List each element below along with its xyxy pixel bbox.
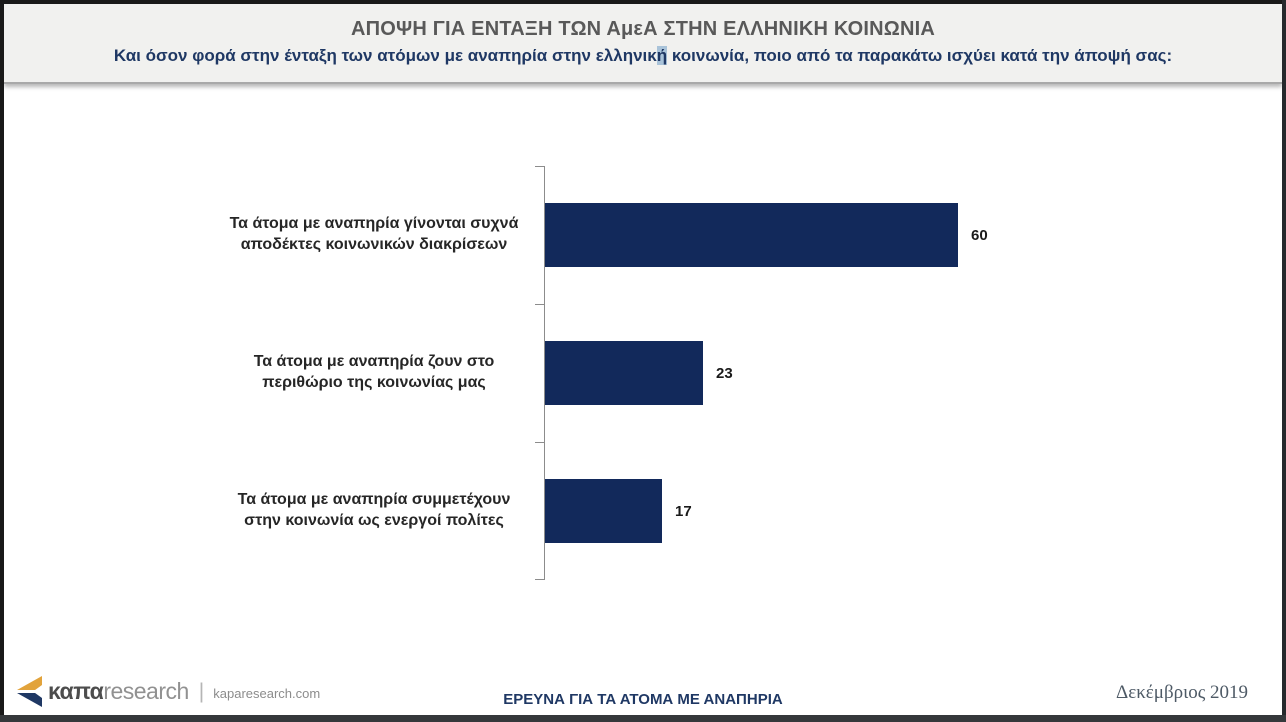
frame-top — [0, 0, 1286, 4]
axis-tick — [535, 304, 544, 305]
subtitle-text-selection: ή — [656, 46, 668, 65]
bar-chart: Τα άτομα με αναπηρία γίνονται συχνά αποδ… — [230, 166, 1184, 580]
category-axis-line — [544, 166, 545, 580]
bar-value-label: 17 — [675, 502, 692, 520]
category-label: Τα άτομα με αναπηρία γίνονται συχνά αποδ… — [229, 215, 519, 253]
footer-date: Δεκέμβριος 2019 — [1116, 682, 1248, 703]
category-label: Τα άτομα με αναπηρία ζουν στο περιθώριο … — [253, 353, 495, 391]
bar — [545, 203, 958, 267]
logo-text-kapa: καπα — [48, 678, 104, 704]
bar-row: Τα άτομα με αναπηρία συμμετέχουν στην κο… — [238, 442, 1184, 580]
axis-tick — [535, 579, 544, 580]
frame-bottom — [0, 715, 1286, 722]
bar-row: Τα άτομα με αναπηρία γίνονται συχνά αποδ… — [230, 166, 1184, 304]
frame-left — [0, 0, 4, 722]
logo-separator: | — [198, 679, 205, 703]
bar — [545, 341, 703, 405]
header: ΑΠΟΨΗ ΓΙΑ ΕΝΤΑΞΗ ΤΩΝ ΑμεΑ ΣΤΗΝ ΕΛΛΗΝΙΚΗ … — [4, 4, 1282, 84]
footer-survey-title: ΕΡΕΥΝΑ ΓΙΑ ΤΑ ΑΤΟΜΑ ΜΕ ΑΝΑΠΗΡΙΑ — [503, 691, 783, 708]
kapa-logo-icon — [17, 676, 42, 707]
axis-tick — [535, 166, 544, 167]
axis-tick — [535, 442, 544, 443]
page-title: ΑΠΟΨΗ ΓΙΑ ΕΝΤΑΞΗ ΤΩΝ ΑμεΑ ΣΤΗΝ ΕΛΛΗΝΙΚΗ … — [350, 18, 936, 40]
logo-text-research: research — [103, 678, 189, 704]
category-label: Τα άτομα με αναπηρία συμμετέχουν στην κο… — [237, 491, 511, 529]
frame-right — [1282, 0, 1286, 722]
logo-website: kaparesearch.com — [213, 686, 321, 701]
bar — [545, 479, 662, 543]
bar-value-label: 23 — [716, 364, 733, 382]
subtitle-text: Και όσον φορά στην ένταξη των ατόμων με … — [113, 46, 657, 65]
bar-row: Τα άτομα με αναπηρία ζουν στο περιθώριο … — [254, 304, 1184, 442]
kapa-research-logo: καπα research | kaparesearch.com — [15, 676, 320, 707]
page-subtitle: Και όσον φορά στην ένταξη των ατόμων με … — [4, 46, 1282, 66]
subtitle-text: κοινωνία, ποιο από τα παρακάτω ισχύει κα… — [667, 46, 1173, 65]
bar-value-label: 60 — [971, 226, 988, 244]
